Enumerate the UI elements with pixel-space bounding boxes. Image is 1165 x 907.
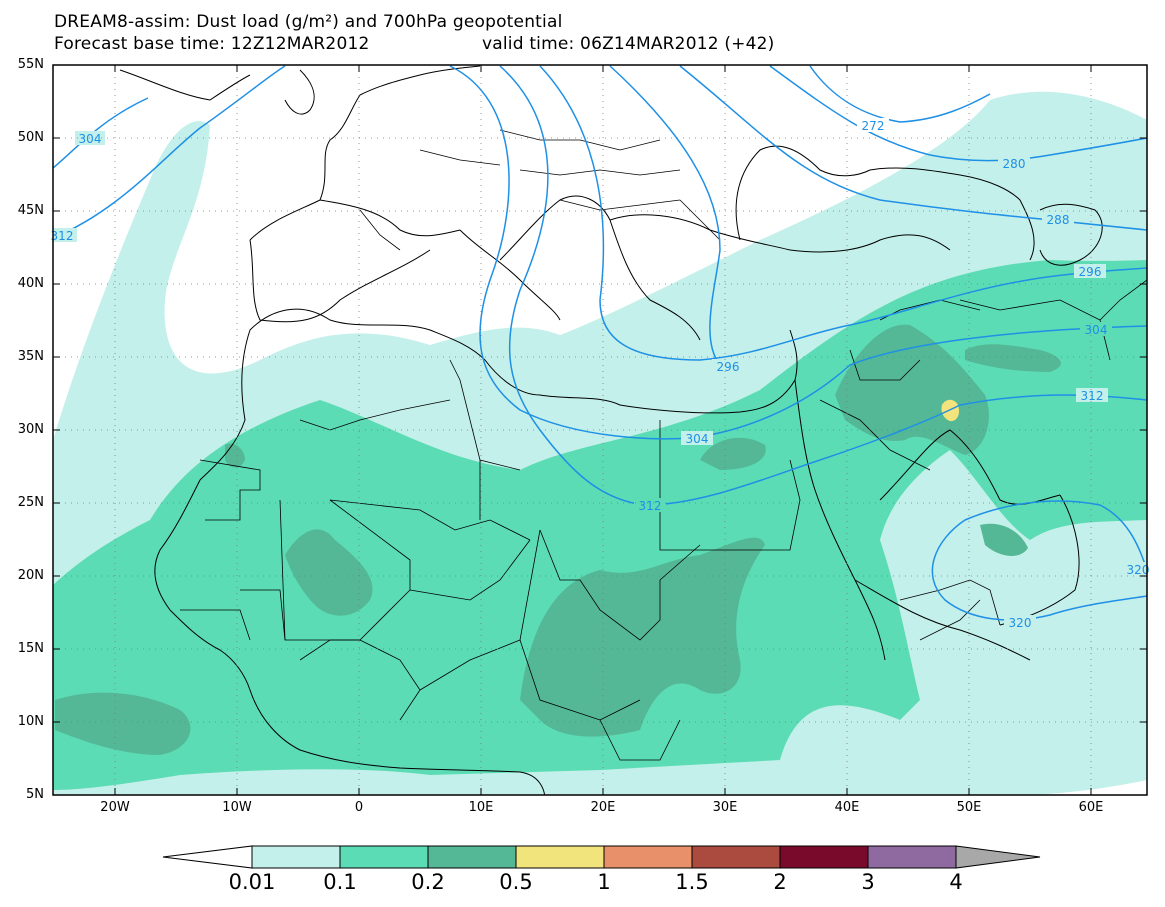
country-borders bbox=[180, 129, 1147, 761]
contour-label: 312 bbox=[51, 229, 74, 243]
contour-280 bbox=[769, 65, 1147, 162]
lat-label: 50N bbox=[17, 130, 44, 145]
lat-label: 20N bbox=[17, 568, 44, 583]
colorbar-box bbox=[427, 845, 517, 869]
contour-label: 288 bbox=[1047, 213, 1070, 227]
lat-label: 15N bbox=[17, 641, 44, 656]
lat-label: 30N bbox=[17, 422, 44, 437]
lat-label: 55N bbox=[17, 57, 44, 72]
contour-labels: 304 312 272 280 288 296 304 296 312 304 … bbox=[51, 118, 1150, 630]
colorbar-box bbox=[339, 845, 429, 869]
lon-label: 30E bbox=[712, 800, 738, 815]
lon-label: 60E bbox=[1078, 800, 1104, 815]
tick-marks bbox=[53, 65, 1147, 795]
label-bg bbox=[1076, 388, 1108, 402]
lat-label: 40N bbox=[17, 276, 44, 291]
map-subtitle: Forecast base time: 12Z12MAR2012 valid ti… bbox=[54, 34, 774, 54]
contour-304 bbox=[449, 65, 1147, 440]
lat-label: 45N bbox=[17, 203, 44, 218]
dust-level-02 bbox=[980, 523, 1028, 556]
lat-label: 5N bbox=[26, 787, 44, 802]
contour-label: 280 bbox=[1003, 157, 1026, 171]
contour-288 bbox=[609, 65, 721, 366]
contour-288 bbox=[679, 65, 1147, 231]
contour-label: 304 bbox=[686, 432, 709, 446]
colorbar-over bbox=[955, 845, 1041, 869]
dust-level-02 bbox=[55, 692, 191, 755]
label-bg bbox=[1004, 615, 1036, 629]
label-bg bbox=[634, 498, 666, 512]
colorbar-label: 4 bbox=[949, 870, 963, 894]
lat-label: 25N bbox=[17, 495, 44, 510]
graticule bbox=[53, 65, 1147, 795]
lon-label: 20E bbox=[590, 800, 616, 815]
colorbar bbox=[162, 845, 1041, 869]
lon-label: 20W bbox=[100, 800, 130, 815]
colorbar-under bbox=[162, 845, 253, 869]
contour-312 bbox=[53, 65, 286, 239]
lon-label: 50E bbox=[956, 800, 982, 815]
label-bg bbox=[53, 228, 77, 242]
label-bg bbox=[1080, 322, 1112, 336]
contour-272 bbox=[809, 65, 991, 123]
contour-320 bbox=[931, 500, 1147, 621]
label-bg bbox=[681, 431, 713, 445]
label-bg bbox=[998, 156, 1030, 170]
lon-label: 10W bbox=[222, 800, 252, 815]
contour-label: 312 bbox=[639, 499, 662, 513]
label-bg bbox=[712, 359, 744, 373]
contour-label: 320 bbox=[1009, 616, 1032, 630]
contour-label: 312 bbox=[1081, 389, 1104, 403]
colorbar-label: 0.5 bbox=[499, 870, 533, 894]
colorbar-box bbox=[251, 845, 341, 869]
colorbar-box bbox=[515, 845, 605, 869]
colorbar-label: 0.1 bbox=[323, 870, 357, 894]
contour-label: 296 bbox=[1079, 265, 1102, 279]
dust-level-02 bbox=[225, 443, 245, 468]
contour-label: 296 bbox=[717, 360, 740, 374]
label-bg bbox=[857, 118, 889, 132]
dust-level-02 bbox=[700, 437, 766, 470]
colorbar-label: 3 bbox=[861, 870, 875, 894]
lat-label: 35N bbox=[17, 349, 44, 364]
map-title: DREAM8-assim: Dust load (g/m²) and 700hP… bbox=[54, 12, 563, 32]
contour-label: 304 bbox=[79, 132, 102, 146]
geopotential-contours bbox=[53, 65, 1147, 621]
contour-296 bbox=[539, 65, 1147, 361]
colorbar-label: 0.01 bbox=[228, 870, 276, 894]
contour-label: 272 bbox=[862, 119, 885, 133]
dust-level-02 bbox=[965, 344, 1061, 372]
colorbar-box bbox=[779, 845, 869, 869]
colorbar-box bbox=[691, 845, 781, 869]
valid-time: valid time: 06Z14MAR2012 (+42) bbox=[482, 34, 775, 54]
lon-label: 0 bbox=[354, 800, 364, 815]
colorbar-label: 1 bbox=[597, 870, 611, 894]
colorbar-label: 2 bbox=[773, 870, 787, 894]
lon-label: 40E bbox=[834, 800, 860, 815]
colorbar-label: 0.2 bbox=[411, 870, 445, 894]
label-bg bbox=[1125, 562, 1147, 576]
label-bg bbox=[1042, 212, 1074, 226]
colorbar-box bbox=[867, 845, 957, 869]
base-time: Forecast base time: 12Z12MAR2012 bbox=[54, 34, 370, 54]
contour-label: 304 bbox=[1085, 323, 1108, 337]
colorbar-label: 1.5 bbox=[675, 870, 709, 894]
dust-level-02 bbox=[285, 529, 373, 616]
contour-label: 320 bbox=[1127, 563, 1150, 577]
lat-label: 10N bbox=[17, 714, 44, 729]
label-bg bbox=[1074, 264, 1106, 278]
lon-label: 10E bbox=[468, 800, 494, 815]
colorbar-box bbox=[603, 845, 693, 869]
